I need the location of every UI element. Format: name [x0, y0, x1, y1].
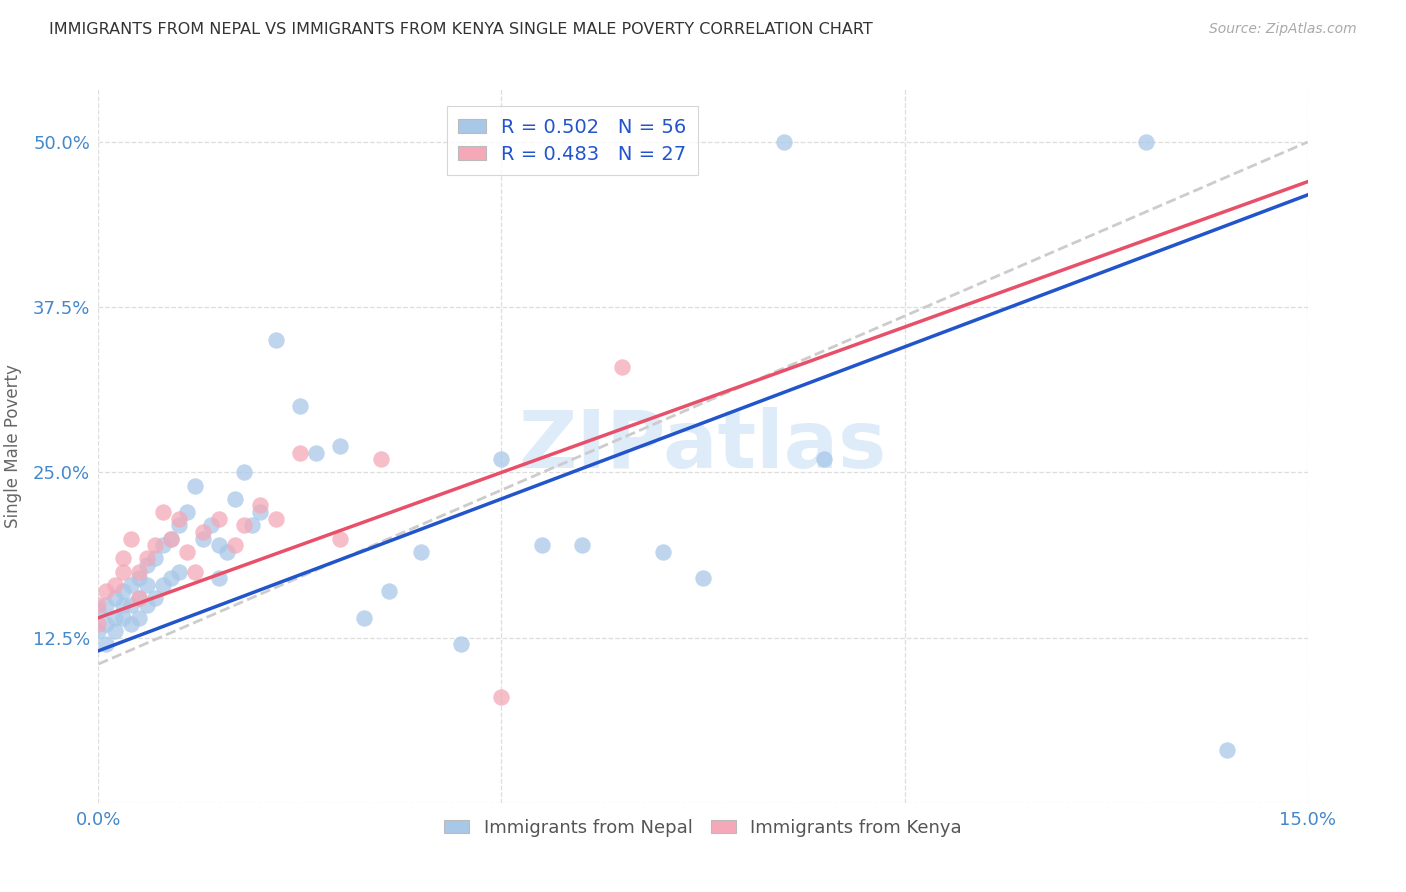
Point [143, 538, 166, 552]
Point [152, 505, 174, 519]
Point [184, 565, 207, 579]
Point [96, 637, 118, 651]
Point [370, 452, 392, 467]
Point [409, 545, 432, 559]
Point [87, 624, 110, 638]
Point [651, 545, 673, 559]
Point [264, 333, 287, 347]
Point [111, 611, 134, 625]
Point [305, 445, 328, 459]
Point [813, 452, 835, 467]
Point [120, 578, 142, 592]
Point [224, 491, 246, 506]
Point [128, 565, 150, 579]
Point [208, 511, 231, 525]
Point [1135, 135, 1157, 149]
Point [128, 591, 150, 605]
Point [232, 518, 254, 533]
Point [103, 611, 125, 625]
Point [143, 551, 166, 566]
Point [612, 359, 634, 374]
Point [377, 584, 399, 599]
Point [217, 545, 239, 559]
Point [329, 439, 352, 453]
Point [111, 551, 134, 566]
Point [120, 617, 142, 632]
Point [96, 617, 118, 632]
Text: IMMIGRANTS FROM NEPAL VS IMMIGRANTS FROM KENYA SINGLE MALE POVERTY CORRELATION C: IMMIGRANTS FROM NEPAL VS IMMIGRANTS FROM… [49, 22, 873, 37]
Point [240, 518, 263, 533]
Point [103, 578, 125, 592]
Point [87, 604, 110, 618]
Point [329, 532, 352, 546]
Point [176, 505, 198, 519]
Point [128, 591, 150, 605]
Point [249, 499, 271, 513]
Point [135, 578, 157, 592]
Point [103, 624, 125, 638]
Point [128, 571, 150, 585]
Point [288, 400, 311, 414]
Point [249, 505, 271, 519]
Point [160, 532, 183, 546]
Point [135, 598, 157, 612]
Point [530, 538, 553, 552]
Point [353, 611, 375, 625]
Point [224, 538, 246, 552]
Point [120, 598, 142, 612]
Point [96, 584, 118, 599]
Point [184, 478, 207, 492]
Point [120, 532, 142, 546]
Point [1216, 743, 1239, 757]
Point [571, 538, 593, 552]
Point [160, 532, 183, 546]
Point [87, 598, 110, 612]
Point [103, 591, 125, 605]
Point [167, 518, 190, 533]
Point [193, 532, 215, 546]
Text: Source: ZipAtlas.com: Source: ZipAtlas.com [1209, 22, 1357, 37]
Point [87, 617, 110, 632]
Point [491, 452, 513, 467]
Point [135, 558, 157, 572]
Point [692, 571, 714, 585]
Point [200, 518, 222, 533]
Point [193, 524, 215, 539]
Point [772, 135, 794, 149]
Legend: Immigrants from Nepal, Immigrants from Kenya: Immigrants from Nepal, Immigrants from K… [437, 812, 969, 844]
Point [208, 538, 231, 552]
Point [152, 578, 174, 592]
Point [160, 571, 183, 585]
Point [111, 584, 134, 599]
Point [450, 637, 472, 651]
Point [96, 598, 118, 612]
Text: ZIPatlas: ZIPatlas [519, 407, 887, 485]
Point [111, 565, 134, 579]
Point [128, 611, 150, 625]
Point [167, 511, 190, 525]
Point [176, 545, 198, 559]
Point [232, 466, 254, 480]
Point [143, 591, 166, 605]
Point [111, 598, 134, 612]
Y-axis label: Single Male Poverty: Single Male Poverty [4, 364, 21, 528]
Point [208, 571, 231, 585]
Point [152, 538, 174, 552]
Point [135, 551, 157, 566]
Point [167, 565, 190, 579]
Point [264, 511, 287, 525]
Point [288, 445, 311, 459]
Point [491, 690, 513, 704]
